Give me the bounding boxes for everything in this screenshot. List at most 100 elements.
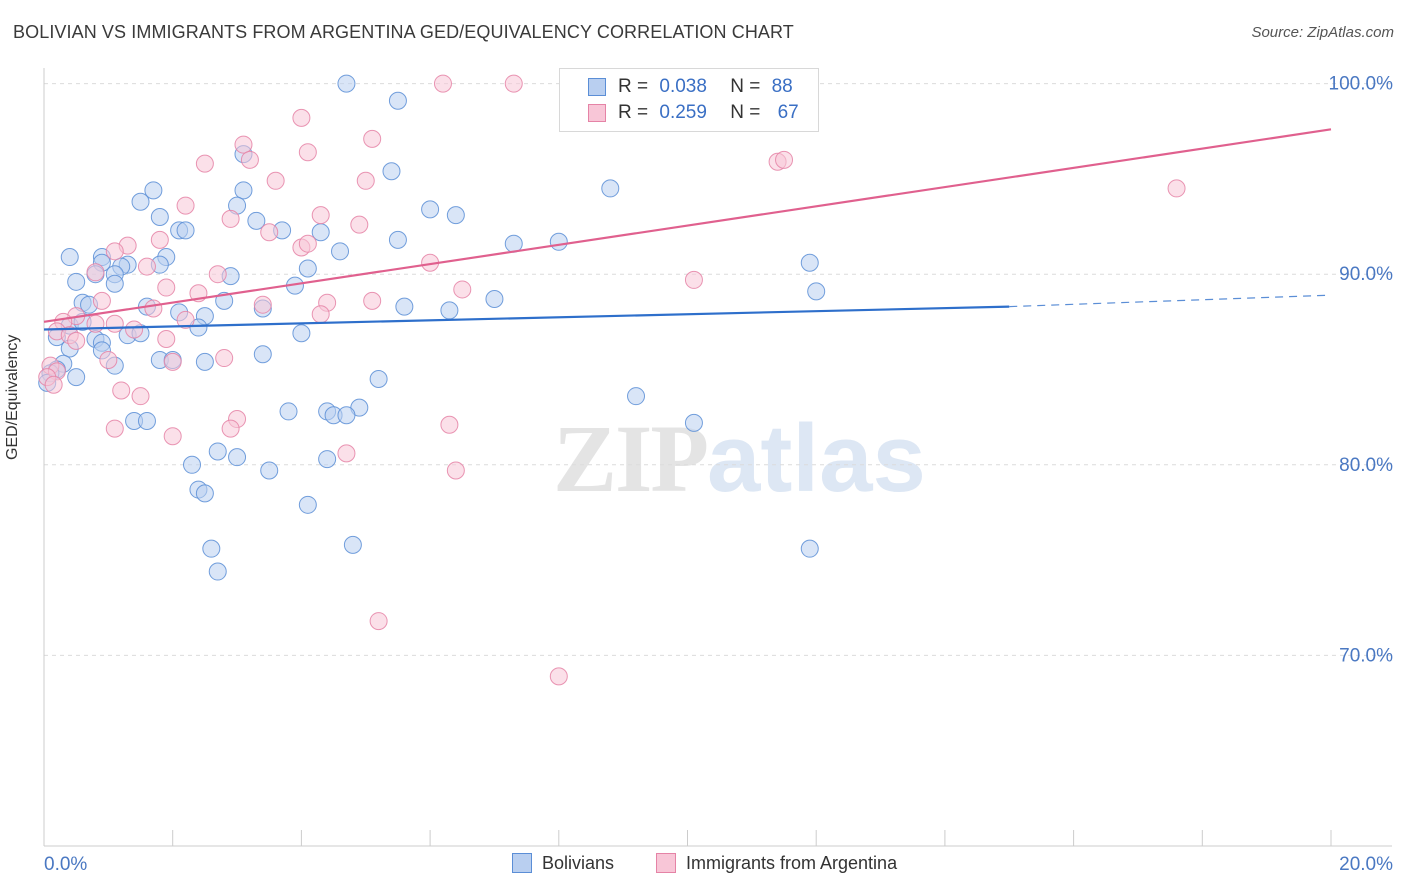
argentina-point xyxy=(253,295,272,314)
argentina-n-value: 67 xyxy=(777,102,799,123)
bolivians-point xyxy=(234,181,253,200)
bolivians-point xyxy=(67,272,86,291)
argentina-point xyxy=(105,314,124,333)
argentina-point xyxy=(112,381,131,400)
argentina-point xyxy=(433,74,452,93)
legend-item-bolivians: Bolivians xyxy=(512,853,614,874)
argentina-point xyxy=(208,265,227,284)
argentina-trendline xyxy=(43,128,1332,323)
bolivians-point xyxy=(684,413,703,432)
argentina-point xyxy=(311,206,330,225)
argentina-point xyxy=(86,314,105,333)
argentina-point xyxy=(1167,179,1186,198)
argentina-point xyxy=(86,263,105,282)
argentina-point xyxy=(105,242,124,261)
y-tick-label: 100.0% xyxy=(1329,74,1394,95)
x-tick-label: 0.0% xyxy=(44,854,87,875)
legend-item-argentina: Immigrants from Argentina xyxy=(656,853,897,874)
bolivians-point xyxy=(337,74,356,93)
bolivians-point xyxy=(331,242,350,261)
bolivians-point xyxy=(208,442,227,461)
argentina-point xyxy=(363,291,382,310)
bolivians-point xyxy=(800,539,819,558)
argentina-point xyxy=(311,305,330,324)
bolivians-trendline xyxy=(43,305,1010,331)
bolivians-point xyxy=(421,200,440,219)
argentina-point xyxy=(157,329,176,348)
y-tick-label: 80.0% xyxy=(1339,455,1393,476)
argentina-point xyxy=(99,350,118,369)
bolivians-n-value: 88 xyxy=(771,76,793,97)
bolivians-point xyxy=(343,535,362,554)
argentina-point xyxy=(453,280,472,299)
argentina-point xyxy=(298,143,317,162)
argentina-swatch xyxy=(588,104,606,122)
argentina-point xyxy=(337,444,356,463)
bolivians-trendline-extension xyxy=(1009,294,1332,308)
bolivians-point xyxy=(247,211,266,230)
watermark: ZIPatlas xyxy=(553,403,926,514)
bolivians-point xyxy=(601,179,620,198)
argentina-r-value: 0.259 xyxy=(659,102,707,123)
argentina-point xyxy=(67,331,86,350)
argentina-point xyxy=(195,154,214,173)
argentina-point xyxy=(240,150,259,169)
argentina-point xyxy=(234,135,253,154)
argentina-point xyxy=(163,427,182,446)
argentina-point xyxy=(92,291,111,310)
x-tick-label: 20.0% xyxy=(1339,854,1393,875)
bolivians-point xyxy=(105,274,124,293)
argentina-point xyxy=(298,234,317,253)
watermark-atlas: atlas xyxy=(707,405,926,512)
argentina-point xyxy=(266,171,285,190)
y-tick-label: 70.0% xyxy=(1339,645,1393,666)
argentina-point xyxy=(176,196,195,215)
bolivians-point xyxy=(60,248,79,267)
argentina-point xyxy=(446,461,465,480)
bolivians-point xyxy=(807,282,826,301)
bolivians-r-value: 0.038 xyxy=(659,76,707,97)
bolivians-point xyxy=(137,411,156,430)
argentina-point xyxy=(215,349,234,368)
argentina-point xyxy=(350,215,369,234)
bolivians-point xyxy=(395,297,414,316)
bolivians-point xyxy=(202,539,221,558)
bolivians-point xyxy=(208,562,227,581)
bolivians-point xyxy=(298,495,317,514)
argentina-point xyxy=(221,419,240,438)
bolivians-point xyxy=(337,406,356,425)
argentina-point xyxy=(549,667,568,686)
bolivians-point xyxy=(446,206,465,225)
bolivians-point xyxy=(67,368,86,387)
argentina-point xyxy=(440,415,459,434)
argentina-point xyxy=(157,278,176,297)
bolivians-point xyxy=(800,253,819,272)
bolivians-point xyxy=(549,232,568,251)
bolivians-point xyxy=(627,387,646,406)
argentina-point xyxy=(150,230,169,249)
argentina-point xyxy=(504,74,523,93)
chart-title: BOLIVIAN VS IMMIGRANTS FROM ARGENTINA GE… xyxy=(13,22,794,42)
bolivians-point xyxy=(292,324,311,343)
bolivians-swatch xyxy=(588,78,606,96)
argentina-r-label: R = xyxy=(618,102,649,123)
argentina-point xyxy=(292,108,311,127)
bolivians-point xyxy=(298,259,317,278)
argentina-point xyxy=(105,419,124,438)
chart-source: Source: ZipAtlas.com xyxy=(1251,24,1394,41)
bolivians-point xyxy=(485,289,504,308)
argentina-point xyxy=(684,270,703,289)
bolivians-r-label: R = xyxy=(618,76,649,97)
bolivians-point xyxy=(144,181,163,200)
argentina-point xyxy=(44,375,63,394)
legend-argentina-swatch xyxy=(656,853,676,873)
bolivians-point xyxy=(253,345,272,364)
argentina-point xyxy=(144,299,163,318)
argentina-point xyxy=(260,223,279,242)
argentina-point xyxy=(163,352,182,371)
argentina-point xyxy=(775,150,794,169)
argentina-point xyxy=(221,209,240,228)
y-tick-label: 90.0% xyxy=(1339,264,1393,285)
argentina-point xyxy=(176,310,195,329)
